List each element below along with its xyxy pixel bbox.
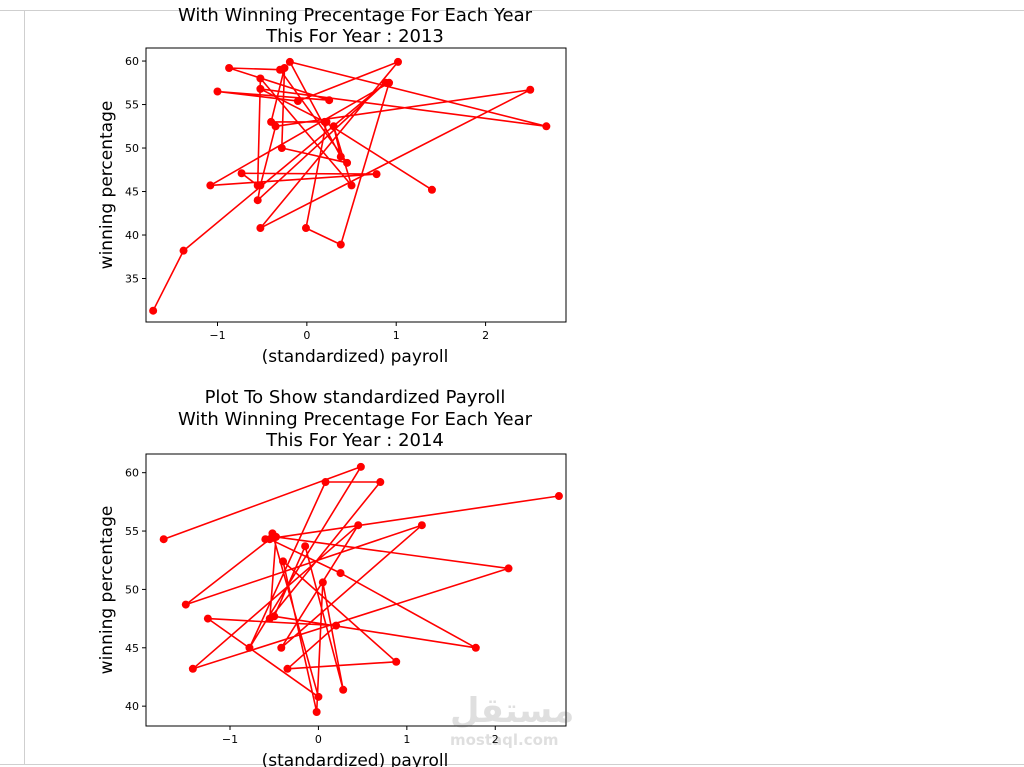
data-point [203,614,212,623]
data-point [206,181,215,190]
data-point [336,569,345,578]
data-point [283,664,292,673]
x-tick-label: 0 [315,733,322,746]
x-tick-label: 1 [393,329,400,342]
data-point [256,74,265,83]
y-axis-label: winning percentage [97,101,117,270]
data-point [336,240,345,249]
x-tick-label: 2 [482,329,489,342]
y-tick-label: 35 [125,273,139,286]
data-point [149,306,158,315]
x-tick-label: 1 [403,733,410,746]
x-tick-label: 0 [303,329,310,342]
data-point [356,462,365,471]
x-tick-label: −1 [209,329,225,342]
y-axis-label: winning percentage [97,506,117,675]
data-point [159,535,168,544]
data-point [237,169,246,178]
notebook-top-border [0,0,1024,11]
data-point [267,117,276,126]
data-point [318,578,327,587]
data-point [376,478,385,487]
y-tick-label: 45 [125,642,139,655]
data-point [188,664,197,673]
data-point [542,122,551,131]
chart-title-line: With Winning Precentage For Each Year [178,5,533,26]
data-point [280,64,289,73]
data-point [256,84,265,93]
x-axis-label: (standardized) payroll [262,751,449,767]
data-point [285,57,294,66]
data-point [261,535,270,544]
data-point [427,185,436,194]
y-tick-label: 50 [125,142,139,155]
x-tick-label: −1 [222,733,238,746]
chart-2013: With Winning Precentage For Each YearThi… [97,5,567,367]
y-tick-label: 45 [125,186,139,199]
data-point [277,643,286,652]
y-tick-label: 55 [125,525,139,538]
data-point [320,117,329,126]
chart-title-line: This For Year : 2014 [265,430,444,451]
data-point [325,96,334,105]
data-point [213,87,222,96]
plot-area [145,453,567,727]
notebook-bottom-border [0,764,1024,765]
data-point [293,97,302,106]
y-tick-label: 60 [125,55,139,68]
data-point [270,612,279,621]
data-point [329,122,338,131]
data-point [332,621,341,630]
data-point [268,529,277,538]
data-point [471,643,480,652]
data-point [181,600,190,609]
chart-title-line: Plot To Show standardized Payroll [205,387,506,408]
data-point [179,246,188,255]
data-point [225,64,234,73]
data-point [245,643,254,652]
y-tick-label: 40 [125,700,139,713]
data-point [392,657,401,666]
x-tick-label: 2 [492,733,499,746]
data-point [321,478,330,487]
data-point [301,542,310,551]
notebook-left-border [24,10,25,764]
data-point [256,224,265,233]
chart-title-line: With Winning Precentage For Each Year [178,409,533,430]
data-point [253,181,262,190]
data-point [354,521,363,530]
data-point [301,224,310,233]
data-point [336,152,345,161]
data-point [504,564,513,573]
series-line [163,465,560,713]
y-tick-label: 55 [125,99,139,112]
data-point [312,707,321,716]
x-axis-label: (standardized) payroll [262,347,449,367]
data-point [394,57,402,66]
y-tick-label: 60 [125,467,139,480]
data-point [347,181,356,190]
y-tick-label: 40 [125,229,139,242]
y-tick-label: 50 [125,583,139,596]
data-point [526,85,535,94]
data-point [339,685,348,694]
data-point [314,692,323,701]
chart-title-line: This For Year : 2013 [265,26,444,47]
data-point [343,158,352,167]
data-point [372,170,381,179]
data-point [385,78,394,87]
data-point [279,557,288,566]
plot-area [145,47,567,323]
data-point [554,492,563,501]
data-point [277,144,286,153]
data-point [253,196,262,205]
data-point [417,521,426,530]
